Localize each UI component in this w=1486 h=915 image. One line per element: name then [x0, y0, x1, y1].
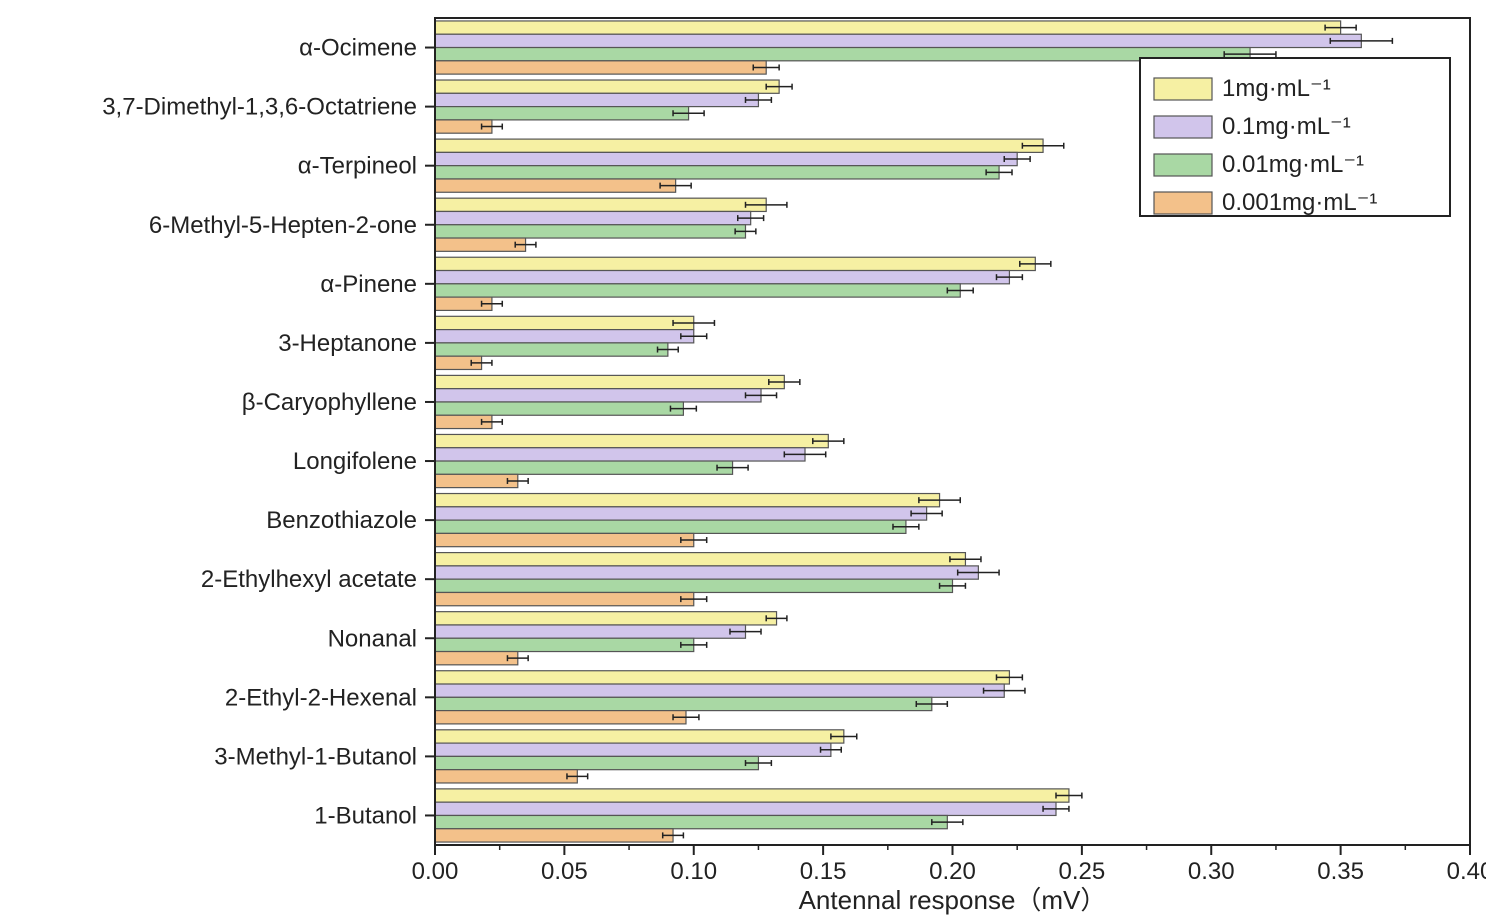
bar — [435, 494, 940, 507]
category-label: 1-Butanol — [314, 802, 417, 829]
bar — [435, 238, 526, 251]
bar — [435, 684, 1004, 697]
x-tick-label: 0.25 — [1059, 858, 1106, 885]
bar — [435, 375, 784, 388]
bar — [435, 789, 1069, 802]
bar — [435, 434, 828, 447]
bar — [435, 770, 577, 783]
legend-label: 0.1mg·mL⁻¹ — [1222, 113, 1351, 140]
bar — [435, 520, 906, 533]
category-label: α-Ocimene — [299, 35, 417, 62]
bar — [435, 829, 673, 842]
bar — [435, 257, 1035, 270]
x-tick-label: 0.40 — [1447, 858, 1486, 885]
bar — [435, 461, 733, 474]
bar — [435, 815, 947, 828]
bar — [435, 389, 761, 402]
bar — [435, 316, 694, 329]
category-label: Longifolene — [293, 448, 417, 475]
bar — [435, 474, 518, 487]
bar — [435, 166, 999, 179]
bar — [435, 756, 758, 769]
bar — [435, 553, 965, 566]
bar — [435, 448, 805, 461]
bar — [435, 343, 668, 356]
bar — [435, 612, 777, 625]
bar — [435, 638, 694, 651]
bar — [435, 34, 1361, 47]
x-tick-label: 0.15 — [800, 858, 847, 885]
bar — [435, 566, 978, 579]
bar — [435, 625, 746, 638]
bar — [435, 198, 766, 211]
category-label: α-Terpineol — [298, 153, 417, 180]
legend-label: 0.001mg·mL⁻¹ — [1222, 189, 1377, 216]
category-label: 3,7-Dimethyl-1,3,6-Octatriene — [102, 94, 417, 121]
category-label: β-Caryophyllene — [242, 389, 417, 416]
x-tick-label: 0.20 — [929, 858, 976, 885]
bar — [435, 533, 694, 546]
legend-swatch — [1154, 192, 1212, 214]
x-tick-label: 0.35 — [1317, 858, 1364, 885]
x-tick-label: 0.00 — [412, 858, 459, 885]
category-label: 2-Ethylhexyl acetate — [201, 566, 417, 593]
legend-label: 0.01mg·mL⁻¹ — [1222, 151, 1364, 178]
bar — [435, 592, 694, 605]
x-tick-label: 0.10 — [670, 858, 717, 885]
bar — [435, 743, 831, 756]
bar — [435, 330, 694, 343]
category-label: α-Pinene — [320, 271, 417, 298]
x-axis-title: Antennal response（mV） — [799, 885, 1107, 915]
bar — [435, 21, 1341, 34]
bar — [435, 507, 927, 520]
category-label: Nonanal — [328, 625, 417, 652]
bar — [435, 48, 1250, 61]
category-label: 2-Ethyl-2-Hexenal — [225, 684, 417, 711]
bar — [435, 80, 779, 93]
bar — [435, 225, 746, 238]
legend-swatch — [1154, 154, 1212, 176]
bar — [435, 139, 1043, 152]
bar — [435, 711, 686, 724]
legend-label: 1mg·mL⁻¹ — [1222, 75, 1331, 102]
bar — [435, 652, 518, 665]
bar — [435, 211, 751, 224]
bar — [435, 284, 960, 297]
bar — [435, 671, 1009, 684]
x-tick-label: 0.30 — [1188, 858, 1235, 885]
category-label: 6-Methyl-5-Hepten-2-one — [149, 212, 417, 239]
bar — [435, 152, 1017, 165]
bar — [435, 271, 1009, 284]
bar — [435, 93, 758, 106]
legend-swatch — [1154, 116, 1212, 138]
x-tick-label: 0.05 — [541, 858, 588, 885]
bar — [435, 697, 932, 710]
bar — [435, 107, 689, 120]
bar — [435, 179, 676, 192]
chart-container: 0.00 0.05 0.10 0.15 0.20 0.25 0.30 0.35 0.40 Ante… — [0, 0, 1486, 915]
category-label: 3-Heptanone — [278, 330, 417, 357]
bar — [435, 61, 766, 74]
chart-svg: 0.00 0.05 0.10 0.15 0.20 0.25 0.30 0.35 0.40 Ante… — [0, 0, 1486, 915]
category-label: Benzothiazole — [266, 507, 417, 534]
category-label: 3-Methyl-1-Butanol — [214, 743, 417, 770]
bar — [435, 802, 1056, 815]
legend-swatch — [1154, 78, 1212, 100]
bar — [435, 730, 844, 743]
bar — [435, 402, 683, 415]
bar — [435, 579, 953, 592]
